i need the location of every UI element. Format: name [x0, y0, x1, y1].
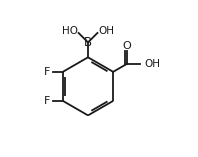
Text: F: F: [43, 96, 50, 106]
Text: HO: HO: [62, 26, 78, 36]
Text: F: F: [43, 67, 50, 77]
Text: OH: OH: [144, 59, 160, 69]
Text: B: B: [84, 36, 92, 49]
Text: OH: OH: [98, 26, 114, 36]
Text: O: O: [122, 41, 131, 51]
